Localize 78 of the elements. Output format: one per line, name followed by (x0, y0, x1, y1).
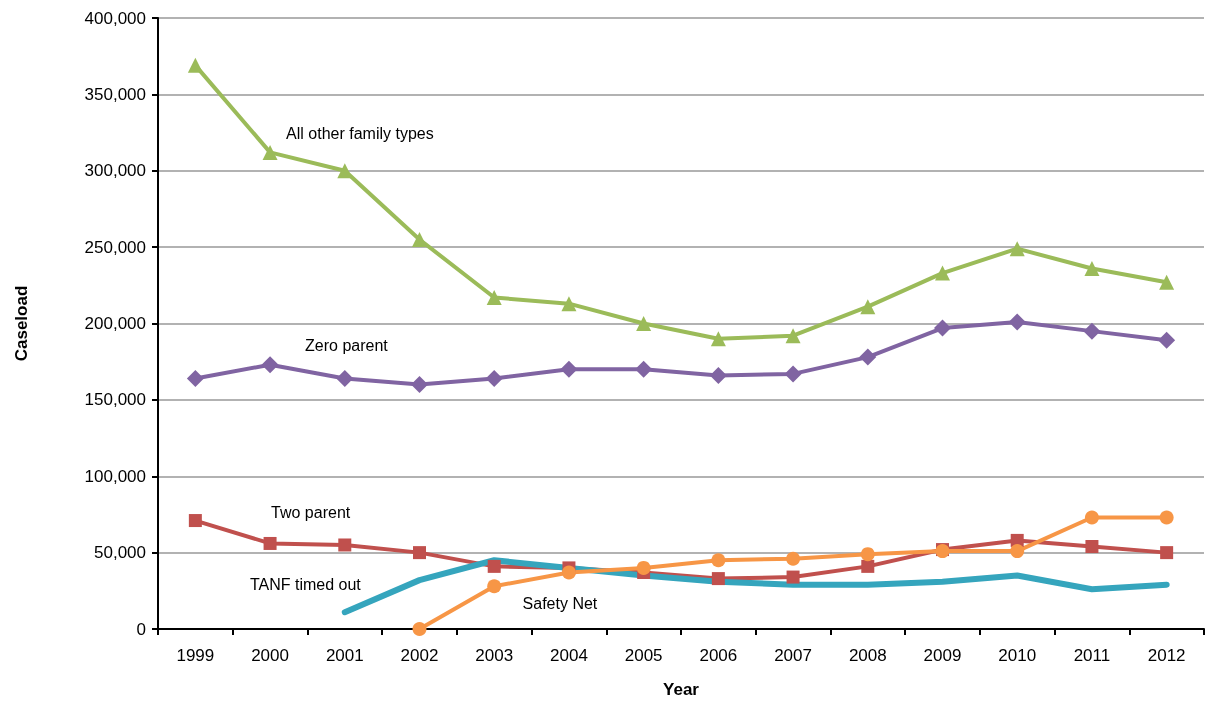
point (709, 366, 727, 384)
x-tick-label: 2006 (699, 646, 738, 665)
point (1084, 510, 1099, 525)
point (1158, 331, 1176, 349)
point (336, 369, 354, 387)
x-tick-label: 1999 (176, 646, 215, 665)
y-tick-label: 100,000 (84, 466, 146, 486)
point (487, 559, 501, 573)
point (561, 296, 577, 312)
x-tick-label: 2010 (998, 646, 1037, 665)
point (561, 565, 576, 580)
point (711, 553, 726, 568)
point (1083, 322, 1101, 340)
point (560, 360, 578, 378)
point (338, 538, 352, 552)
series-label: All other family types (286, 124, 434, 142)
point (413, 546, 426, 560)
point (860, 299, 876, 315)
y-tick-label: 400,000 (84, 8, 146, 28)
x-tick-label: 2011 (1073, 646, 1111, 665)
point (1009, 241, 1025, 257)
x-tick-label: 2012 (1147, 646, 1186, 665)
point (263, 536, 277, 550)
point (412, 622, 427, 636)
x-tick-label: 2009 (923, 646, 962, 665)
point (1159, 274, 1175, 290)
point (486, 290, 502, 306)
point (411, 376, 428, 394)
point (711, 572, 725, 586)
x-tick-label: 2003 (475, 646, 514, 665)
point (1010, 544, 1025, 559)
point (860, 547, 875, 562)
point (786, 570, 800, 584)
series-label: Two parent (271, 503, 351, 521)
point (186, 369, 204, 387)
point (1159, 510, 1174, 525)
y-tick-label: 350,000 (84, 84, 146, 104)
y-axis-title: Caseload (12, 285, 31, 362)
y-tick-label: 250,000 (84, 237, 146, 257)
point (1085, 540, 1099, 554)
point (412, 231, 427, 247)
point (188, 514, 202, 528)
point (487, 579, 502, 594)
point (262, 144, 278, 160)
point (785, 328, 801, 344)
x-tick-label: 2001 (325, 646, 364, 665)
point (710, 331, 726, 347)
x-tick-label: 2008 (848, 646, 887, 665)
point (261, 356, 279, 374)
x-tick-label: 2000 (251, 646, 289, 665)
point (934, 319, 951, 337)
point (935, 265, 950, 281)
point (485, 369, 503, 387)
series-label: Zero parent (305, 337, 389, 355)
point (784, 365, 802, 383)
x-tick-label: 2007 (774, 646, 812, 665)
point (635, 360, 653, 378)
point (1008, 313, 1026, 331)
x-tick-label: 2005 (624, 646, 663, 665)
point (187, 57, 203, 73)
series-label: TANF timed out (249, 575, 362, 593)
x-axis-title: Year (663, 680, 700, 699)
point (337, 163, 353, 179)
y-tick-label: 50,000 (94, 543, 146, 563)
x-tick-label: 2002 (400, 646, 439, 665)
x-tick-label: 2004 (550, 646, 588, 665)
point (636, 560, 651, 575)
point (1084, 261, 1100, 277)
y-tick-label: 300,000 (84, 161, 146, 181)
point (786, 551, 801, 566)
point (1160, 546, 1174, 560)
series-label: Safety Net (522, 594, 598, 612)
y-tick-label: 0 (136, 619, 146, 639)
point (859, 348, 877, 366)
point (636, 316, 652, 331)
y-tick-label: 200,000 (84, 314, 146, 333)
y-tick-label: 150,000 (84, 390, 146, 410)
point (861, 559, 875, 573)
